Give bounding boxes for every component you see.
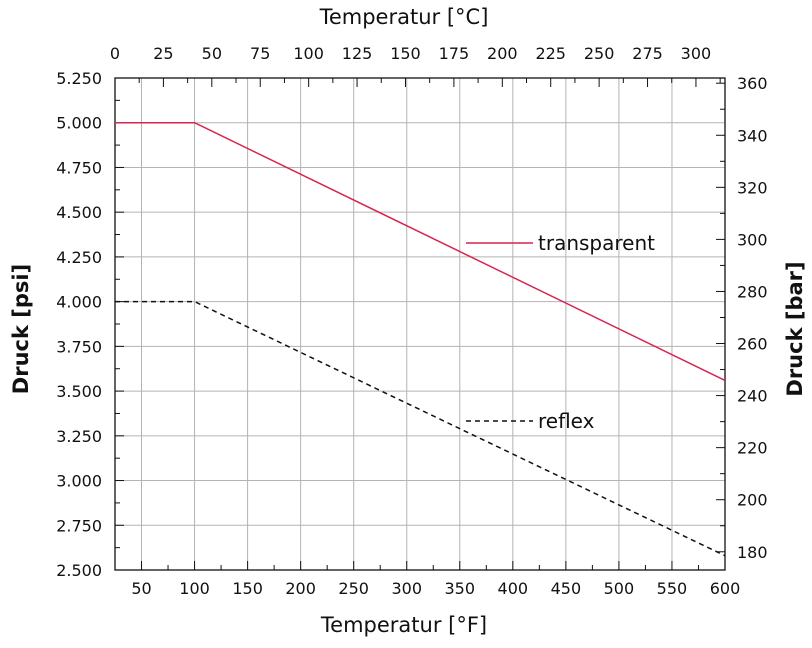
y-right-tick-label: 340 [737,126,768,145]
y-right-tick-label: 280 [737,282,768,301]
x-top-tick-label: 75 [250,44,270,63]
y-right-axis-title: Druck [bar] [783,261,807,396]
y-right-tick-label: 300 [737,230,768,249]
x-top-tick-label: 200 [487,44,518,63]
plot-frame [114,77,726,571]
x-bottom-tick-label: 100 [179,579,210,598]
y-left-tick-label: 4.500 [56,203,102,222]
x-bottom-tick-label: 200 [285,579,316,598]
y-left-tick-label: 5.000 [56,114,102,133]
x-top-tick-label: 175 [439,44,470,63]
y-left-tick-label: 4.750 [56,158,102,177]
tick-labels: 50 100 150 200 250 300 350 400 450 500 550 600 0 25 50… [56,44,767,598]
x-top-tick-label: 300 [681,44,712,63]
legend: transparent reflex [466,231,655,433]
y-right-tick-label: 200 [737,491,768,510]
y-left-tick-label: 4.250 [56,248,102,267]
x-top-axis-title: Temperatur [°C] [319,5,489,29]
x-bottom-axis-title: Temperatur [°F] [320,613,487,637]
y-left-tick-label: 3.750 [56,337,102,356]
series-layer [115,121,726,557]
y-left-tick-label: 3.250 [56,427,102,446]
y-left-axis-title: Druck [psi] [9,264,33,394]
x-bottom-tick-label: 400 [498,579,529,598]
y-left-tick-label: 5.250 [56,69,102,88]
y-left-tick-label: 2.500 [56,561,102,580]
x-top-tick-label: 275 [632,44,663,63]
y-right-tick-label: 360 [737,74,768,93]
x-bottom-tick-label: 300 [391,579,422,598]
x-bottom-tick-label: 150 [232,579,263,598]
y-left-tick-label: 3.000 [56,472,102,491]
x-bottom-tick-label: 250 [338,579,369,598]
x-bottom-tick-label: 50 [131,579,151,598]
legend-label-transparent: transparent [538,231,655,255]
y-right-tick-label: 320 [737,178,768,197]
y-left-tick-label: 3.500 [56,382,102,401]
x-top-tick-label: 125 [342,44,373,63]
legend-label-reflex: reflex [538,409,595,433]
x-bottom-tick-label: 450 [551,579,582,598]
x-top-tick-label: 225 [535,44,566,63]
x-bottom-tick-label: 550 [657,579,688,598]
x-top-tick-label: 25 [153,44,173,63]
y-right-tick-label: 180 [737,543,768,562]
series-line-reflex [115,300,726,557]
axis-ticks [114,77,726,571]
x-top-tick-label: 150 [390,44,421,63]
y-right-tick-label: 220 [737,439,768,458]
grid-lines [115,78,725,570]
y-right-tick-label: 240 [737,387,768,406]
series-line-transparent [115,121,726,382]
x-top-tick-label: 50 [202,44,222,63]
x-bottom-tick-label: 350 [445,579,476,598]
y-right-tick-label: 260 [737,335,768,354]
x-top-tick-label: 250 [584,44,615,63]
x-top-tick-label: 0 [110,44,120,63]
y-left-tick-label: 2.750 [56,516,102,535]
y-left-tick-label: 4.000 [56,293,102,312]
x-bottom-tick-label: 600 [710,579,741,598]
x-top-tick-label: 100 [293,44,324,63]
x-bottom-tick-label: 500 [604,579,635,598]
